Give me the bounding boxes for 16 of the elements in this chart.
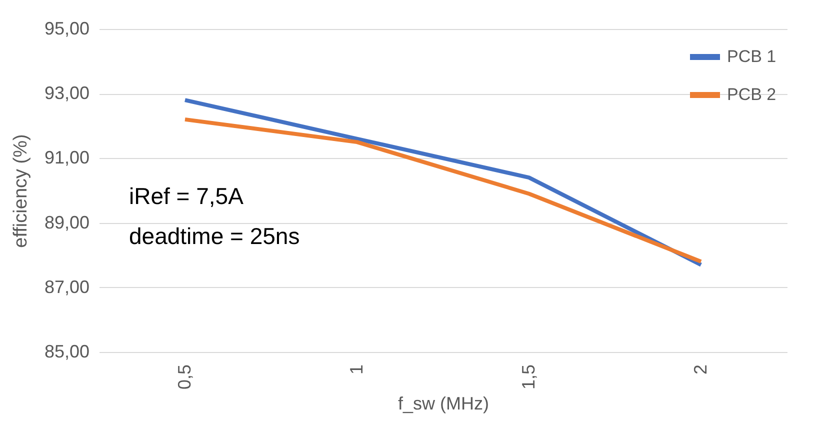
y-tick-label: 87,00 [44,276,90,297]
legend-label: PCB 1 [727,47,776,66]
x-tick-label: 2 [690,364,710,375]
x-tick-label: 1 [346,364,366,375]
y-axis-title: efficiency (%) [10,134,32,248]
annotation: iRef = 7,5A [129,183,244,209]
annotation: deadtime = 25ns [129,223,300,249]
y-tick-label: 85,00 [44,342,90,362]
y-tick-label: 93,00 [44,83,90,104]
x-tick-label: 1,5 [518,364,538,390]
legend-label: PCB 2 [727,85,776,104]
y-tick-label: 89,00 [44,212,90,232]
x-axis-title: f_sw (MHz) [398,394,489,414]
y-tick-label: 95,00 [44,18,90,38]
x-tick-label: 0,5 [174,364,194,390]
y-tick-label: 91,00 [44,148,90,168]
